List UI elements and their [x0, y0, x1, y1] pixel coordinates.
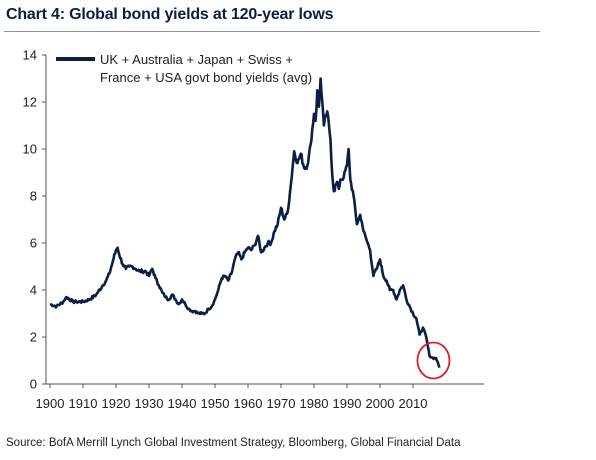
x-tick-label: 1930 [135, 396, 164, 411]
chart-annotations [416, 341, 451, 380]
x-tick-label: 1990 [333, 396, 362, 411]
chart-axes [45, 55, 484, 385]
y-tick-label: 10 [23, 142, 37, 157]
lows-highlight-circle [416, 341, 451, 380]
legend-label: France + USA govt bond yields (avg) [100, 70, 312, 85]
x-tick-label: 2010 [399, 396, 428, 411]
x-tick-label: 2000 [366, 396, 395, 411]
y-tick-label: 14 [23, 48, 37, 63]
x-tick-label: 1970 [267, 396, 296, 411]
y-tick-label: 2 [30, 330, 37, 345]
y-tick-label: 0 [30, 377, 37, 392]
title-divider [4, 31, 540, 32]
chart-title: Chart 4: Global bond yields at 120-year … [6, 6, 334, 23]
x-tick-label: 1910 [69, 396, 98, 411]
y-tick-label: 8 [30, 189, 37, 204]
chart-series [49, 77, 441, 368]
y-tick-label: 12 [23, 95, 37, 110]
chart-ticks: 0 2 4 6 8 10 12 14 1900 1910 1920 1930 1940 1950 1960 1… [23, 48, 428, 412]
x-tick-label: 1980 [300, 396, 329, 411]
x-tick-label: 1950 [201, 396, 230, 411]
chart-legend: UK + Australia + Japan + Swiss + France +… [56, 52, 312, 85]
y-tick-label: 6 [30, 236, 37, 251]
x-tick-label: 1920 [102, 396, 131, 411]
x-tick-label: 1960 [234, 396, 263, 411]
legend-label: UK + Australia + Japan + Swiss + [100, 52, 293, 67]
source-note: Source: BofA Merrill Lynch Global Invest… [6, 437, 461, 449]
x-tick-label: 1940 [168, 396, 197, 411]
x-tick-label: 1900 [36, 396, 65, 411]
y-tick-label: 4 [30, 283, 37, 298]
series-line [49, 77, 441, 368]
